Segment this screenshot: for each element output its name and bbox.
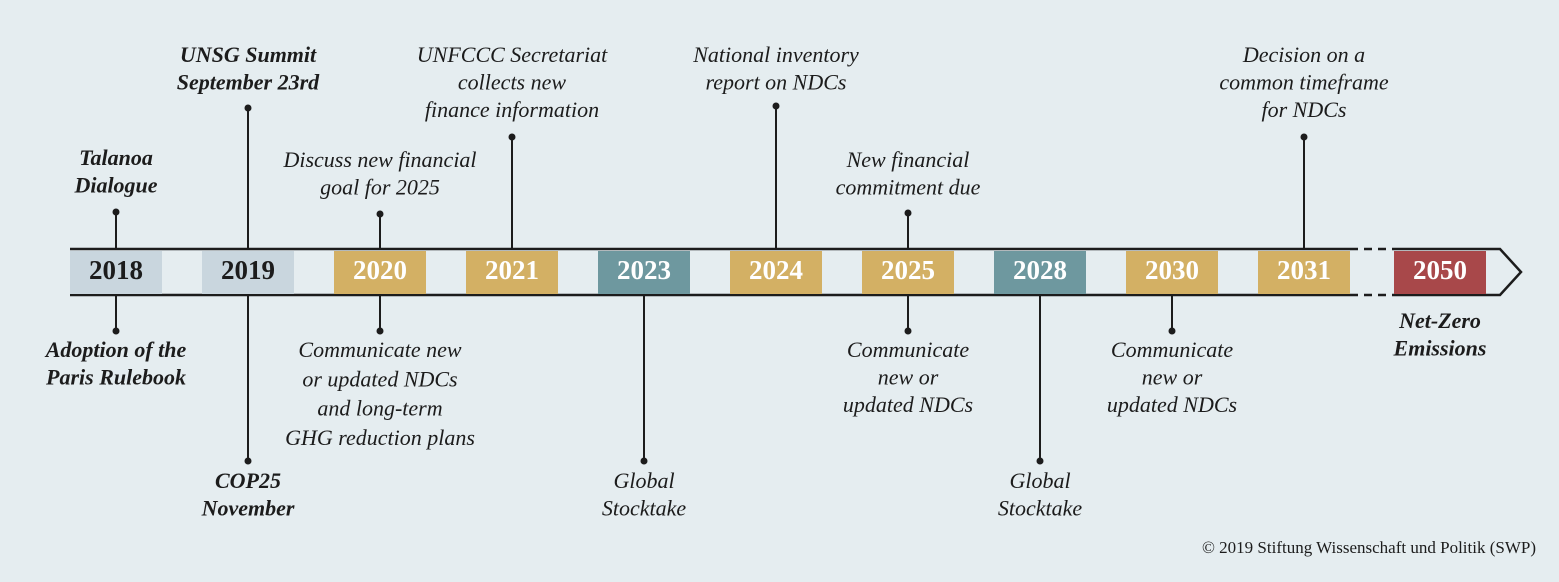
year-box bbox=[994, 251, 1086, 294]
year-label: 2028 bbox=[1013, 255, 1067, 285]
event-text: Dialogue bbox=[73, 173, 157, 198]
year-label: 2031 bbox=[1277, 255, 1331, 285]
event-text: finance information bbox=[425, 97, 599, 122]
event-text: common timeframe bbox=[1219, 70, 1388, 95]
connector-dot bbox=[904, 327, 912, 335]
year-box bbox=[598, 251, 690, 294]
year-box bbox=[466, 251, 558, 294]
event-text: Stocktake bbox=[998, 496, 1083, 521]
year-box bbox=[1394, 251, 1486, 294]
event-text: Discuss new financial bbox=[282, 147, 476, 172]
year-label: 2050 bbox=[1413, 255, 1467, 285]
year-box bbox=[730, 251, 822, 294]
event-text: National inventory bbox=[692, 42, 859, 67]
event-text: New financial bbox=[846, 147, 970, 172]
event-text: new or bbox=[1142, 365, 1203, 390]
connector-dot bbox=[244, 457, 252, 465]
year-box bbox=[70, 251, 162, 294]
event-text: UNFCCC Secretariat bbox=[417, 42, 608, 67]
event-text: September 23rd bbox=[177, 70, 320, 95]
year-label: 2018 bbox=[89, 255, 143, 285]
connector-dot bbox=[1036, 457, 1044, 465]
copyright: © 2019 Stiftung Wissenschaft und Politik… bbox=[1202, 538, 1536, 557]
year-label: 2021 bbox=[485, 255, 539, 285]
connector-dot bbox=[904, 209, 912, 217]
year-box bbox=[1126, 251, 1218, 294]
event-text: collects new bbox=[458, 70, 566, 95]
connector-dot bbox=[112, 327, 120, 335]
connector-dot bbox=[1300, 133, 1308, 141]
event-text: updated NDCs bbox=[1107, 392, 1237, 417]
year-box bbox=[862, 251, 954, 294]
event-text: COP25 bbox=[215, 468, 281, 493]
year-label: 2030 bbox=[1145, 255, 1199, 285]
event-text: Emissions bbox=[1393, 336, 1487, 361]
connector-dot bbox=[640, 457, 648, 465]
event-text: Communicate bbox=[847, 337, 969, 362]
year-box bbox=[202, 251, 294, 294]
connector-dot bbox=[1168, 327, 1176, 335]
connector-dot bbox=[376, 327, 384, 335]
event-text: commitment due bbox=[836, 175, 981, 200]
event-text: Net-Zero bbox=[1398, 308, 1481, 333]
arrow bbox=[1393, 247, 1523, 297]
year-label: 2023 bbox=[617, 255, 671, 285]
connector-dot bbox=[508, 133, 516, 141]
connector-dot bbox=[772, 102, 780, 110]
event-text: Talanoa bbox=[79, 145, 153, 170]
connector-dot bbox=[376, 210, 384, 218]
event-text: updated NDCs bbox=[843, 392, 973, 417]
event-text: UNSG Summit bbox=[180, 42, 317, 67]
event-text: Communicate bbox=[1111, 337, 1233, 362]
event-text: Decision on a bbox=[1242, 42, 1365, 67]
event-text: Paris Rulebook bbox=[45, 365, 186, 390]
event-text: goal for 2025 bbox=[320, 175, 440, 200]
event-text: GHG reduction plans bbox=[285, 425, 475, 450]
event-text: for NDCs bbox=[1262, 97, 1347, 122]
event-text: Stocktake bbox=[602, 496, 687, 521]
year-label: 2024 bbox=[749, 255, 803, 285]
event-text: new or bbox=[878, 365, 939, 390]
event-text: Global bbox=[613, 468, 674, 493]
event-text: November bbox=[201, 496, 295, 521]
connector-dot bbox=[244, 104, 252, 112]
year-label: 2019 bbox=[221, 255, 275, 285]
year-label: 2025 bbox=[881, 255, 935, 285]
event-text: or updated NDCs bbox=[302, 366, 457, 391]
event-text: Communicate new bbox=[298, 337, 461, 362]
connector-dot bbox=[112, 208, 120, 216]
year-box bbox=[334, 251, 426, 294]
event-text: and long-term bbox=[317, 396, 442, 421]
event-text: Global bbox=[1009, 468, 1070, 493]
event-text: Adoption of the bbox=[44, 337, 187, 362]
timeline-bar bbox=[70, 247, 1523, 297]
event-text: report on NDCs bbox=[706, 70, 847, 95]
year-box bbox=[1258, 251, 1350, 294]
year-label: 2020 bbox=[353, 255, 407, 285]
